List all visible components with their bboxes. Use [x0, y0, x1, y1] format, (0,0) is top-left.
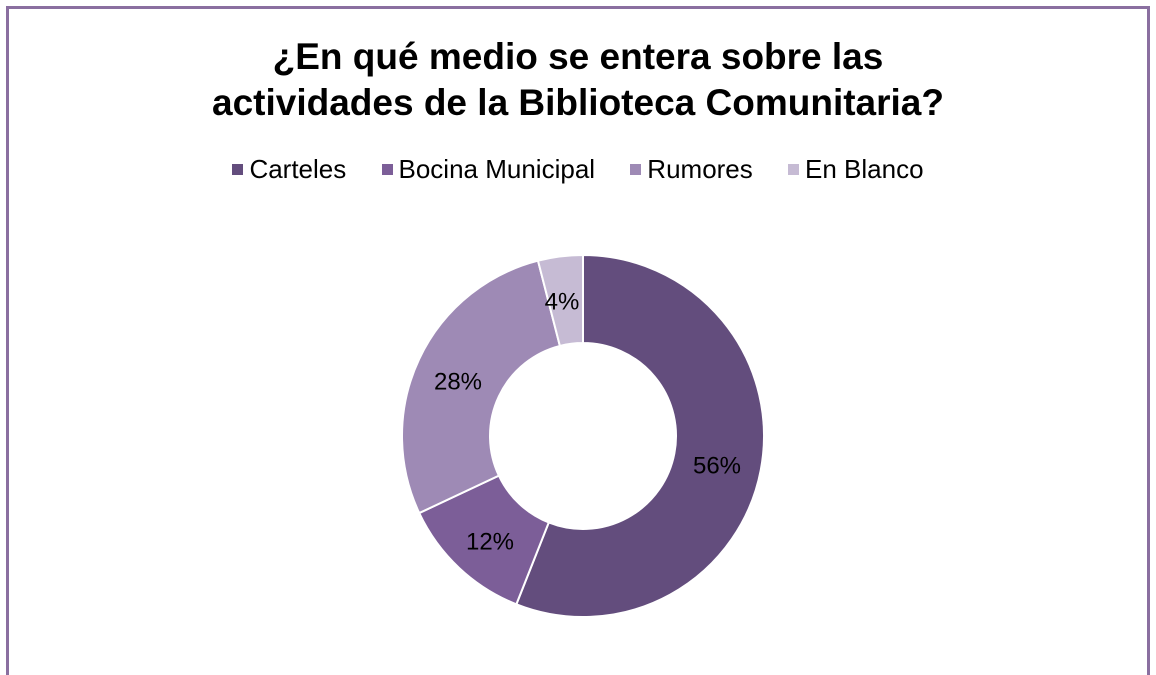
doughnut-slice-carteles [515, 253, 765, 618]
doughnut-slice-rumores [401, 259, 562, 515]
legend-swatch-bocina-municipal [381, 164, 393, 175]
legend-item-rumores: Rumores [630, 154, 753, 185]
legend-label-rumores: Rumores [647, 154, 753, 184]
data-label-carteles: 56% [693, 453, 741, 480]
data-label-bocina-municipal: 12% [466, 529, 514, 556]
data-label-en-blanco: 4% [545, 289, 580, 316]
chart-legend: Carteles Bocina Municipal Rumores En Bla… [0, 151, 1156, 185]
doughnut-slices [401, 253, 765, 618]
legend-item-bocina-municipal: Bocina Municipal [381, 154, 596, 185]
legend-swatch-en-blanco [788, 164, 800, 175]
legend-item-en-blanco: En Blanco [788, 154, 924, 185]
legend-swatch-rumores [630, 164, 642, 175]
data-label-rumores: 28% [434, 369, 482, 396]
legend-swatch-carteles [232, 164, 244, 175]
legend-item-carteles: Carteles [232, 154, 346, 185]
doughnut-slice-en-blanco [536, 253, 584, 348]
legend-label-bocina-municipal: Bocina Municipal [398, 154, 596, 184]
doughnut-data-labels: 56% 12% 28% 4% [434, 289, 741, 556]
legend-label-carteles: Carteles [249, 154, 347, 184]
legend-label-en-blanco: En Blanco [805, 154, 924, 184]
chart-title: ¿En qué medio se entera sobre las activi… [212, 36, 944, 123]
